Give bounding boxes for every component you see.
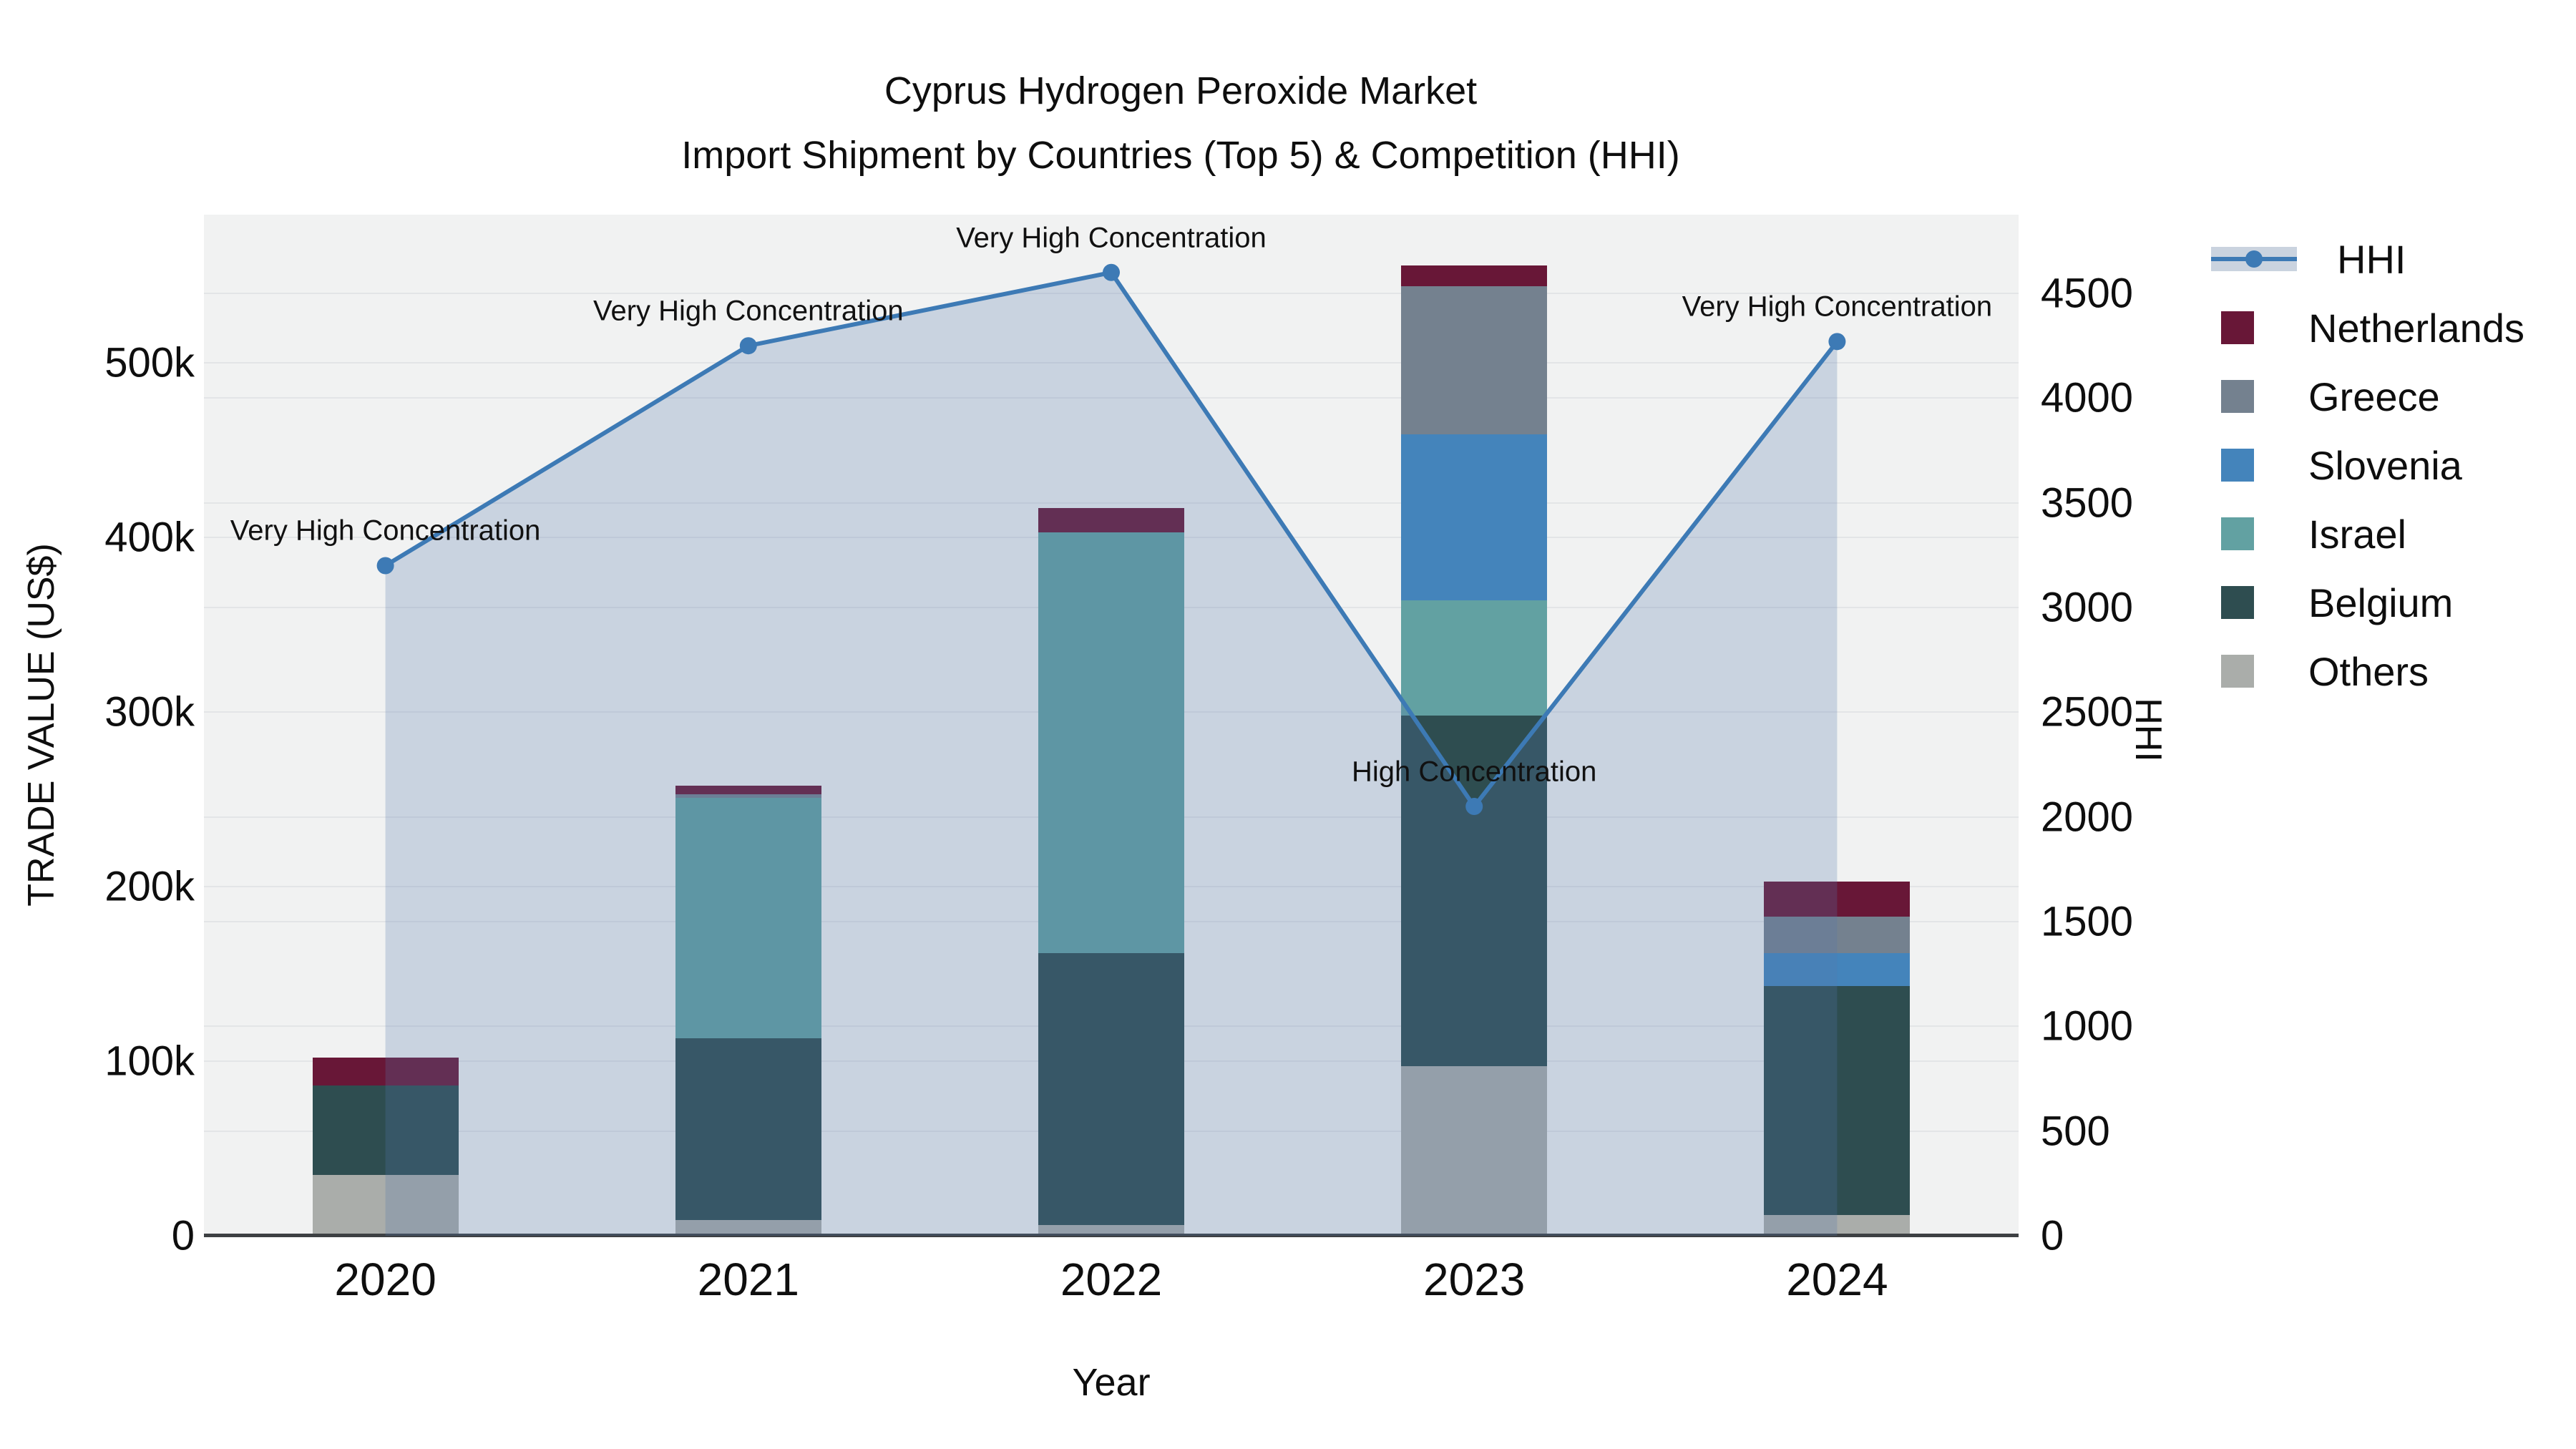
legend-label-belgium: Belgium [2308,580,2454,625]
gridline-hhi [204,397,2019,399]
gridline-hhi [204,502,2019,504]
slovenia-swatch-icon [2221,449,2254,482]
annotation-2024: Very High Concentration [1682,291,1993,323]
bar-segment-others-2022[interactable] [1038,1225,1184,1236]
y-right-tick-3500: 3500 [2041,479,2134,527]
bar-segment-netherlands-2022[interactable] [1038,507,1184,532]
legend-label-hhi: HHI [2337,236,2406,282]
y-right-tick-500: 500 [2041,1108,2110,1155]
bar-segment-others-2024[interactable] [1764,1214,1911,1236]
annotation-2020: Very High Concentration [230,514,541,547]
hhi-marker-2020[interactable] [376,557,394,575]
legend-item-greece[interactable]: Greece [2211,368,2440,425]
bar-segment-netherlands-2021[interactable] [675,785,821,794]
legend-item-netherlands[interactable]: Netherlands [2211,299,2524,356]
y-left-tick-300k: 300k [104,688,195,736]
bar-segment-belgium-2022[interactable] [1038,952,1184,1226]
y-left-tick-500k: 500k [104,339,195,386]
y-right-tick-1500: 1500 [2041,898,2134,945]
bar-segment-israel-2022[interactable] [1038,532,1184,953]
bar-segment-belgium-2024[interactable] [1764,986,1911,1215]
chart-title-line1: Cyprus Hydrogen Peroxide Market [884,69,1478,112]
others-swatch-icon [2221,655,2254,688]
hhi-marker-2023[interactable] [1465,798,1483,816]
legend-label-greece: Greece [2308,374,2440,419]
x-tick-2024: 2024 [1786,1254,1888,1305]
y-left-tick-0: 0 [171,1212,195,1259]
bar-segment-slovenia-2023[interactable] [1401,434,1548,601]
y-right-tick-2500: 2500 [2041,688,2134,736]
y-left-tick-400k: 400k [104,514,195,561]
bar-segment-others-2023[interactable] [1401,1066,1548,1236]
hhi-marker-2022[interactable] [1103,263,1120,281]
legend-item-hhi[interactable]: HHI [2211,230,2406,288]
gridline-trade-value [204,362,2019,364]
y-right-tick-1000: 1000 [2041,1002,2134,1050]
x-tick-2020: 2020 [334,1254,436,1305]
y-right-tick-2000: 2000 [2041,794,2134,841]
gridline-hhi [204,293,2019,295]
y-right-tick-0: 0 [2041,1212,2064,1259]
legend-label-slovenia: Slovenia [2308,442,2462,488]
legend-item-israel[interactable]: Israel [2211,505,2406,562]
y-right-tick-4000: 4000 [2041,374,2134,421]
legend-label-netherlands: Netherlands [2308,305,2524,351]
bar-segment-greece-2021[interactable] [675,794,821,798]
hhi-marker-2024[interactable] [1828,333,1846,351]
israel-swatch-icon [2221,517,2254,550]
y-right-tick-3000: 3000 [2041,584,2134,631]
bar-segment-belgium-2023[interactable] [1401,716,1548,1067]
y-left-tick-200k: 200k [104,863,195,910]
bar-segment-israel-2021[interactable] [675,797,821,1039]
annotation-2021: Very High Concentration [593,295,904,327]
hhi-line-layer [376,263,1846,1236]
hhi-line-sample-icon [2211,247,2297,271]
legend-item-slovenia[interactable]: Slovenia [2211,436,2462,494]
bar-segment-netherlands-2020[interactable] [312,1058,459,1086]
x-tick-2022: 2022 [1060,1254,1163,1305]
bar-segment-greece-2023[interactable] [1401,286,1548,435]
hhi-marker-2021[interactable] [739,337,757,355]
hhi-area-fill [385,272,1838,1236]
bar-segment-greece-2024[interactable] [1764,916,1911,953]
legend-item-belgium[interactable]: Belgium [2211,574,2453,631]
annotation-2023: High Concentration [1351,756,1597,788]
x-axis-line [204,1234,2019,1237]
x-tick-2021: 2021 [697,1254,799,1305]
chart-title-line2: Import Shipment by Countries (Top 5) & C… [681,134,1680,177]
netherlands-swatch-icon [2221,311,2254,344]
bar-segment-slovenia-2024[interactable] [1764,952,1911,987]
bar-segment-others-2021[interactable] [675,1220,821,1236]
y-left-tick-100k: 100k [104,1038,195,1085]
bar-segment-others-2020[interactable] [312,1174,459,1236]
bar-segment-belgium-2020[interactable] [312,1085,459,1175]
x-axis-title: Year [1072,1361,1151,1404]
legend-label-israel: Israel [2308,511,2406,557]
bar-segment-netherlands-2024[interactable] [1764,881,1911,917]
x-tick-2023: 2023 [1423,1254,1526,1305]
bar-segment-israel-2023[interactable] [1401,600,1548,716]
greece-swatch-icon [2221,380,2254,413]
y-right-tick-4500: 4500 [2041,270,2134,317]
legend-item-others[interactable]: Others [2211,643,2429,700]
legend-label-others: Others [2308,648,2429,694]
bar-segment-belgium-2021[interactable] [675,1038,821,1221]
belgium-swatch-icon [2221,586,2254,619]
hhi-sample-marker [2245,250,2263,268]
bar-segment-netherlands-2023[interactable] [1401,265,1548,286]
annotation-2022: Very High Concentration [956,222,1267,254]
